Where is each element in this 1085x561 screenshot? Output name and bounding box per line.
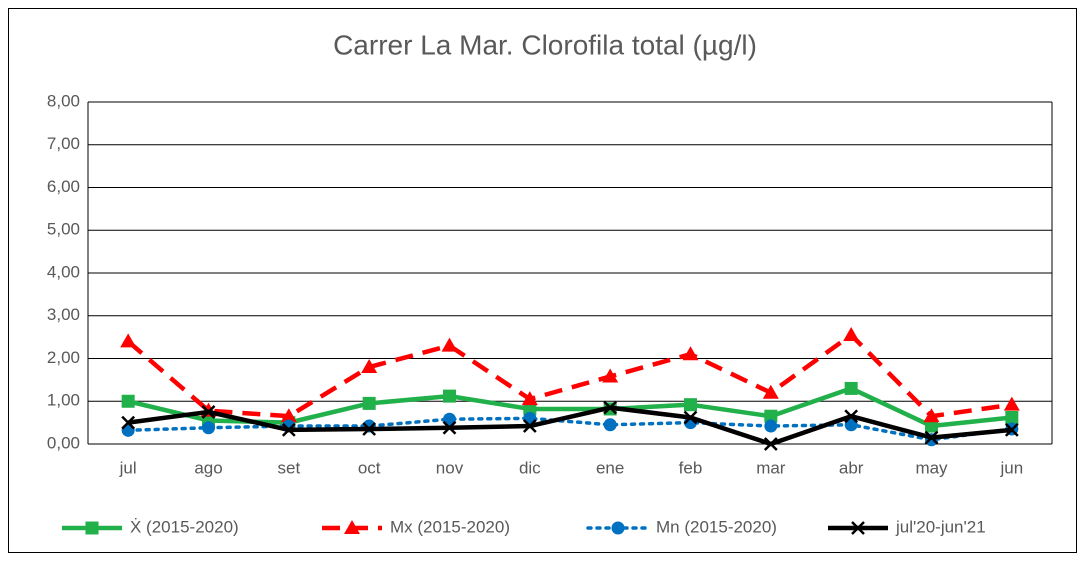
y-tick-label: 3,00 [47, 305, 80, 324]
legend-label: Mx (2015-2020) [390, 517, 510, 536]
data-point [844, 409, 859, 424]
data-point [924, 430, 939, 445]
data-point [523, 402, 537, 416]
y-tick-label: 2,00 [47, 348, 80, 367]
y-tick-label: 1,00 [47, 391, 80, 410]
y-tick-label: 5,00 [47, 220, 80, 239]
data-point [1005, 410, 1019, 424]
data-point [1003, 396, 1020, 411]
legend-marker [611, 521, 625, 535]
legend-marker [851, 521, 865, 535]
data-point [683, 410, 698, 425]
legend-label: Ẋ (2015-2020) [130, 517, 239, 536]
series-line [127, 405, 1013, 447]
chart-frame [8, 8, 1077, 553]
data-point [361, 359, 378, 374]
series-line [126, 332, 1013, 419]
data-point [362, 396, 376, 410]
data-point [682, 346, 699, 361]
data-point [201, 405, 216, 419]
data-point [443, 412, 456, 426]
x-tick-label: oct [358, 458, 381, 477]
legend-marker [85, 521, 99, 535]
y-tick-label: 4,00 [47, 262, 80, 281]
chart-title: Carrer La Mar. Clorofila total (µg/l) [333, 29, 757, 60]
data-point [764, 419, 778, 433]
y-tick-label: 7,00 [47, 134, 80, 153]
series-line [127, 386, 1013, 429]
data-point [441, 337, 458, 352]
data-point [362, 422, 377, 436]
data-point [202, 421, 215, 435]
data-point [843, 326, 860, 341]
data-point [844, 381, 858, 395]
data-point [120, 333, 137, 348]
data-point [764, 409, 778, 423]
x-tick-label: may [915, 458, 948, 477]
data-point [925, 419, 938, 433]
x-tick-label: ene [596, 458, 624, 477]
x-tick-label: abr [839, 458, 864, 477]
x-tick-label: nov [436, 458, 464, 477]
x-tick-label: jun [999, 458, 1023, 477]
data-point [121, 394, 135, 408]
data-point [280, 408, 297, 423]
x-tick-label: feb [679, 458, 703, 477]
data-point [1004, 423, 1019, 437]
legend-marker [344, 520, 360, 534]
data-point [121, 415, 136, 430]
x-tick-label: dic [519, 458, 541, 477]
data-point [763, 437, 778, 451]
data-point [522, 419, 537, 433]
data-point [844, 418, 858, 432]
x-tick-label: set [277, 458, 300, 477]
data-point [684, 398, 697, 412]
data-point [521, 391, 538, 406]
data-point [762, 384, 779, 399]
y-tick-label: 0,00 [47, 433, 80, 452]
x-tick-label: ago [194, 458, 222, 477]
y-tick-label: 8,00 [47, 91, 80, 110]
data-point [443, 389, 456, 403]
data-point [923, 408, 940, 423]
data-point [602, 368, 619, 383]
x-tick-label: jul [119, 458, 137, 477]
legend-label: jul'20-jun'21 [895, 517, 986, 536]
data-point [281, 423, 296, 437]
legend-label: Mn (2015-2020) [656, 517, 777, 536]
x-tick-label: mar [756, 458, 786, 477]
data-point [442, 420, 457, 435]
data-point [603, 400, 618, 415]
y-tick-label: 6,00 [47, 177, 80, 196]
data-point [603, 418, 617, 432]
